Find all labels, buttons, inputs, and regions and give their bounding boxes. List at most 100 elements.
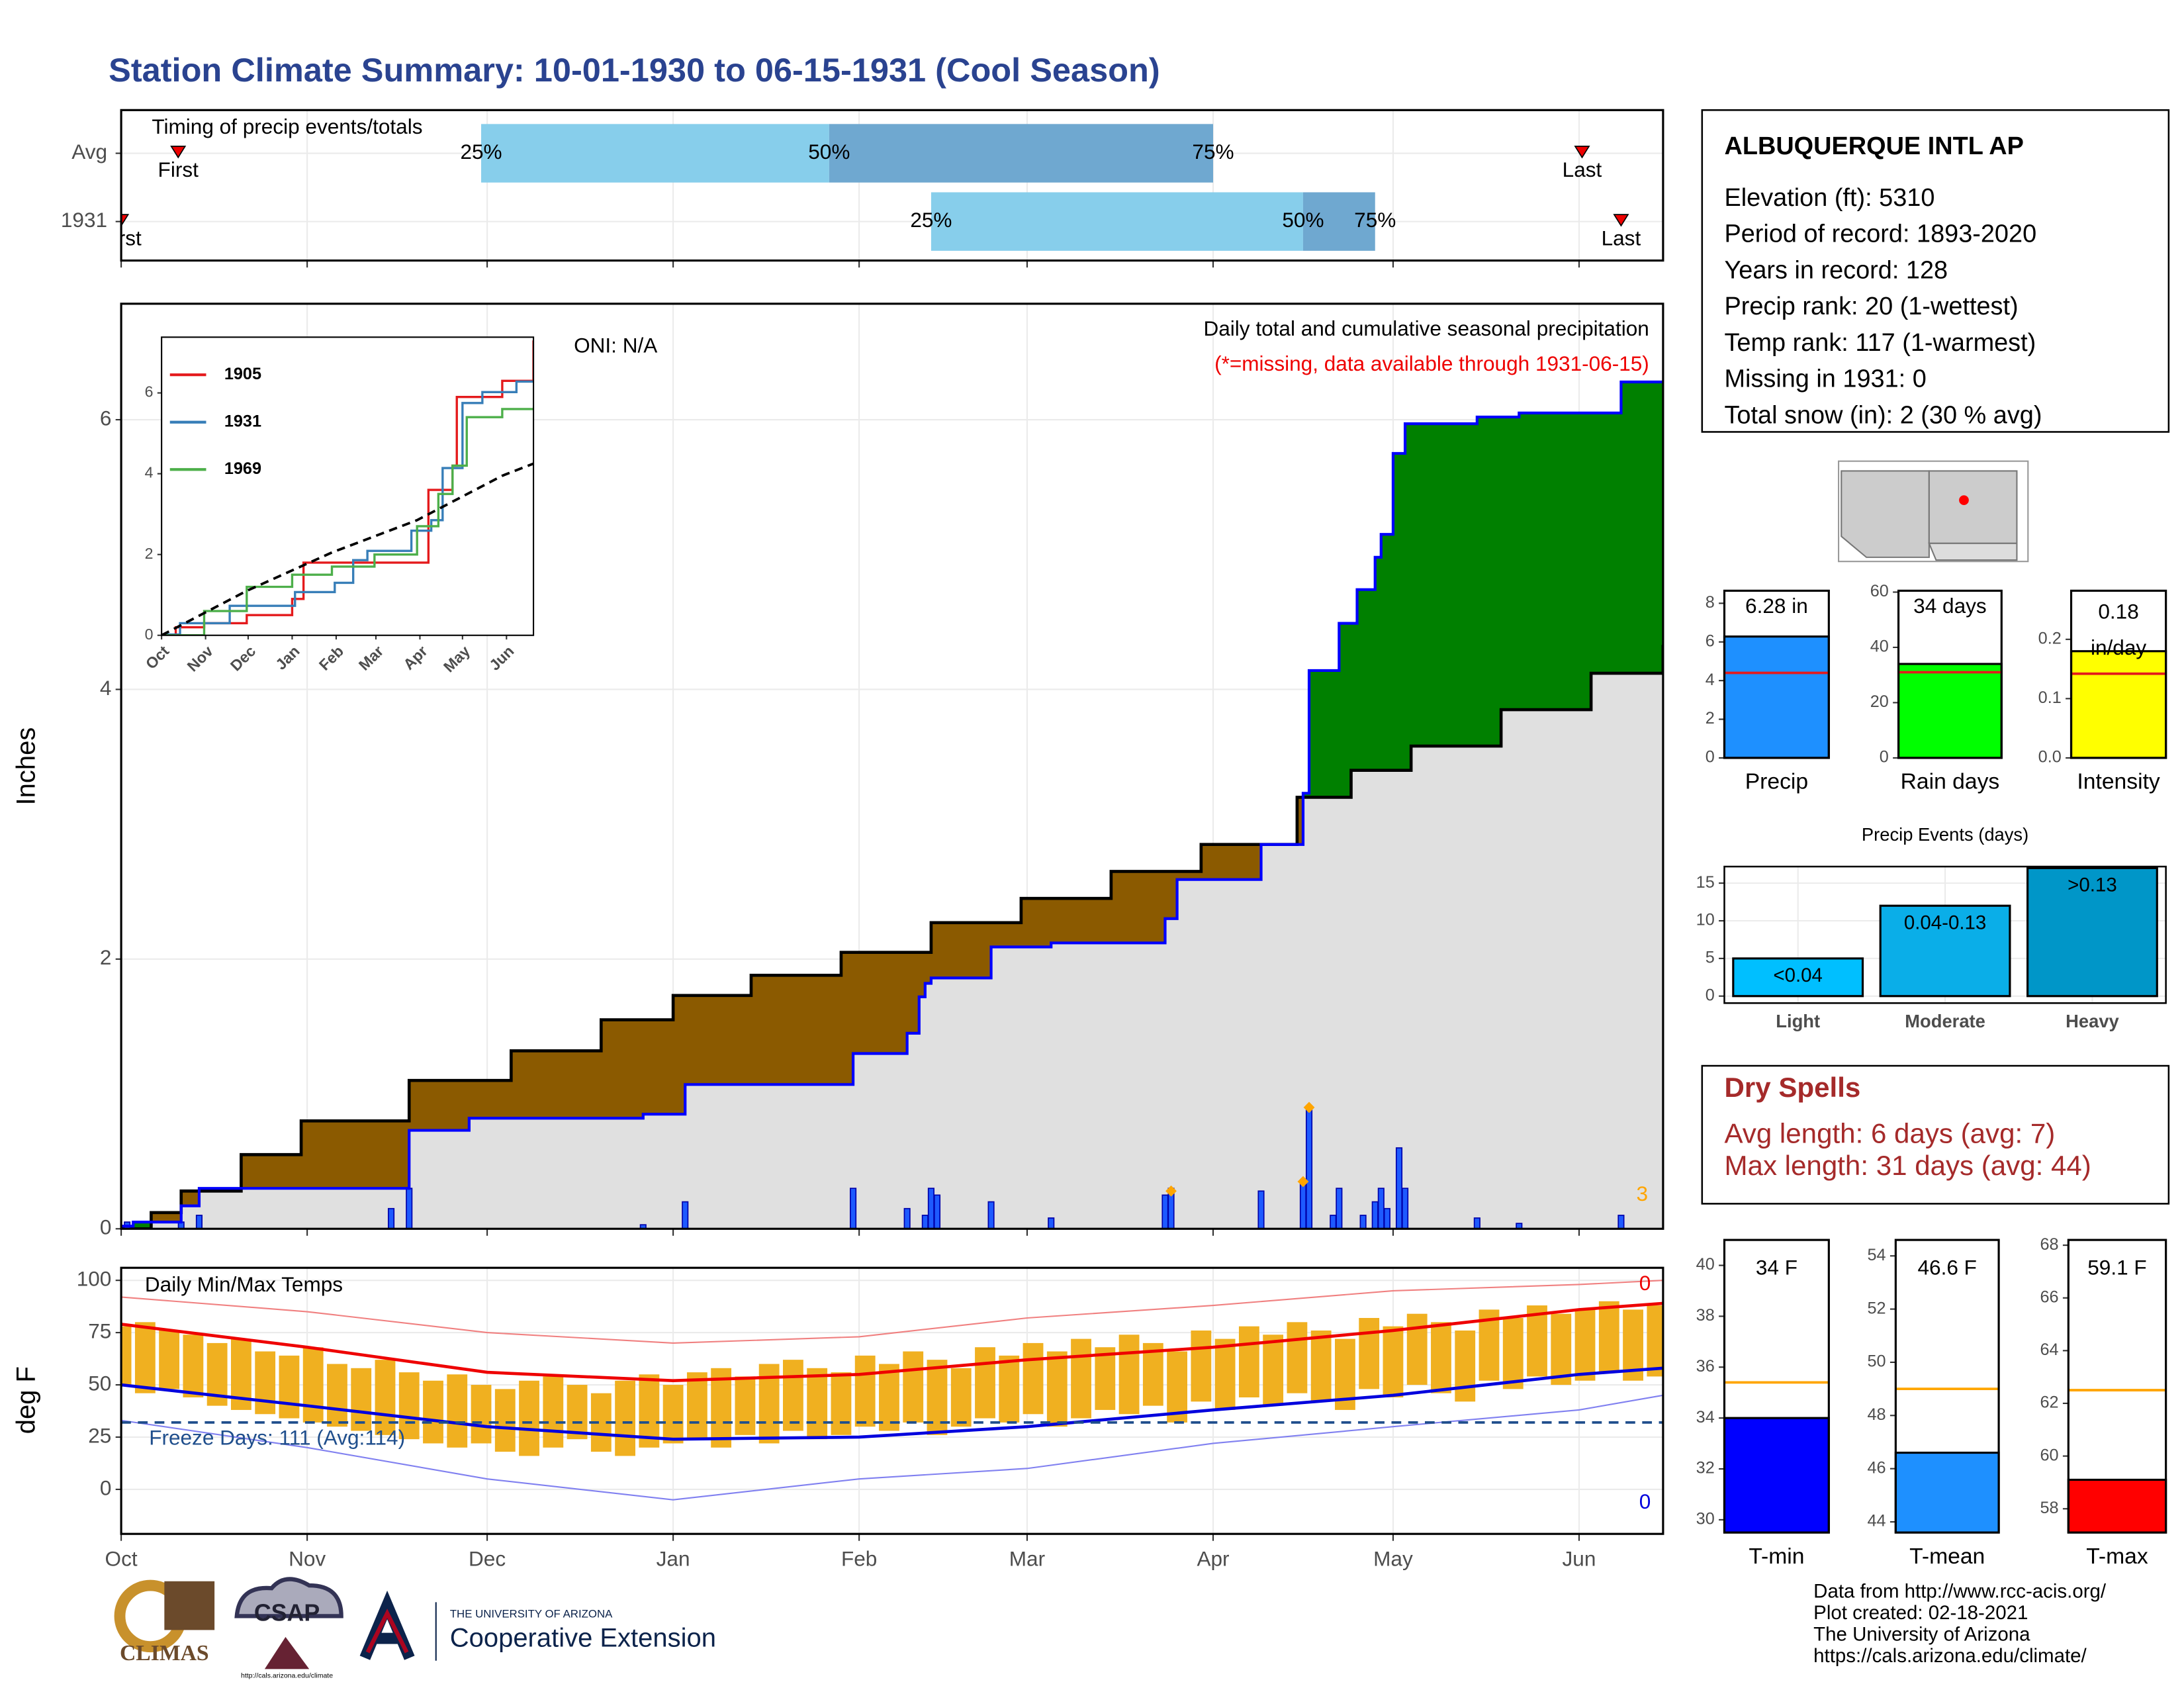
- value-label: in/day: [2091, 635, 2146, 659]
- annotation: (*=missing, data available through 1931-…: [1214, 352, 1649, 375]
- temp-range-bar: [1502, 1318, 1524, 1389]
- x-tick-label: Oct: [142, 642, 173, 673]
- temp-range-bar: [471, 1385, 492, 1444]
- temp-range-bar: [1647, 1305, 1663, 1377]
- y-tick-label: 15: [1696, 873, 1715, 892]
- daily-bar: [1371, 1201, 1379, 1229]
- temp-plot: [121, 1280, 1663, 1501]
- y-tick-label: 52: [1868, 1299, 1886, 1317]
- y-tick-label: 0.0: [2038, 748, 2062, 767]
- y-tick-label: 2: [100, 945, 112, 969]
- observed-line: [121, 380, 1663, 1228]
- temp-line: [121, 1280, 1663, 1344]
- temp-range-bar: [375, 1360, 396, 1435]
- plot-frame: [120, 109, 1664, 262]
- plot-frame: [2070, 589, 2167, 759]
- inset-line: [161, 408, 534, 635]
- value-label: 59.1 F: [2087, 1256, 2146, 1280]
- temp-range-bar: [854, 1355, 876, 1427]
- plot-frame: [161, 336, 535, 636]
- daily-bar: [406, 1188, 413, 1229]
- value-label: 0.04-0.13: [1904, 912, 1986, 933]
- y-tick-label: 10: [1696, 911, 1715, 929]
- x-axis-label: T-max: [2086, 1544, 2148, 1569]
- footer-line: Plot created: 02-18-2021: [1813, 1602, 2028, 1624]
- event-marker: [1613, 214, 1629, 227]
- daily-bar: [903, 1207, 911, 1229]
- temp-range-bar: [1383, 1326, 1404, 1397]
- y-tick-label: 6: [145, 383, 154, 400]
- y-tick-label: 6: [100, 406, 112, 430]
- x-tick-label: Oct: [105, 1547, 138, 1571]
- temp-range-bar: [567, 1385, 588, 1440]
- y-tick-label: 2: [145, 545, 154, 562]
- x-tick-label: Apr: [1197, 1547, 1229, 1571]
- daily-bar: [387, 1207, 395, 1229]
- temp-line: [121, 1301, 1663, 1383]
- temp-range-bar: [1238, 1326, 1259, 1397]
- y-tick-label: 38: [1696, 1306, 1715, 1325]
- plot-frame: [1897, 589, 2003, 759]
- temp-range-bar: [1455, 1330, 1476, 1402]
- y-tick-label: 6: [1706, 632, 1715, 650]
- daily-bar: [1359, 1215, 1367, 1229]
- bar: [1879, 904, 2011, 998]
- y-tick-label: 40: [1696, 1255, 1715, 1274]
- y-tick-label: 34: [1696, 1408, 1715, 1427]
- y-tick-label: 5: [1706, 949, 1715, 967]
- bar: [1897, 663, 2003, 759]
- daily-bar: [1395, 1147, 1403, 1229]
- temp-range-bar: [494, 1389, 516, 1452]
- x-tick-label: Heavy: [2066, 1011, 2119, 1031]
- row-label: 1931: [61, 208, 107, 232]
- quartile-bar: [1302, 192, 1375, 251]
- dry-spells-title: Dry Spells: [1724, 1072, 1860, 1103]
- temp-range-bar: [351, 1368, 372, 1431]
- temp-range-bar: [1095, 1347, 1116, 1410]
- y-tick-label: 4: [1706, 671, 1715, 689]
- temp-range-bar: [1191, 1330, 1212, 1402]
- temp-range-bar: [1287, 1322, 1308, 1393]
- inset-plot: [161, 340, 534, 635]
- bar: [1894, 1451, 2000, 1534]
- daily-bar: [1257, 1190, 1265, 1229]
- value-label: 34 F: [1756, 1256, 1797, 1280]
- info-line: Precip rank: 20 (1-wettest): [1724, 293, 2018, 320]
- x-tick-label: Feb: [316, 642, 347, 673]
- temp-range-bar: [1214, 1338, 1236, 1410]
- temp-range-bar: [807, 1368, 828, 1440]
- daily-bar: [1161, 1194, 1169, 1229]
- y-tick-label: 54: [1868, 1246, 1886, 1264]
- x-axis-label: Intensity: [2077, 770, 2160, 794]
- daily-bar: [1377, 1188, 1385, 1229]
- y-tick-label: 20: [1870, 692, 1889, 711]
- y-tick-label: 0: [100, 1476, 112, 1499]
- page-title: Station Climate Summary: 10-01-1930 to 0…: [109, 51, 1160, 89]
- temp-range-bar: [447, 1374, 468, 1448]
- logo-text: http://cals.arizona.edu/climate: [241, 1672, 333, 1680]
- temp-range-bar: [1023, 1342, 1044, 1415]
- y-tick-label: 0: [1706, 986, 1715, 1004]
- value-label: <0.04: [1773, 964, 1823, 986]
- temp-range-bar: [950, 1368, 972, 1427]
- plot-frame: [1723, 865, 2167, 1004]
- y-axis-label: Inches: [12, 727, 41, 806]
- x-tick-label: May: [1373, 1547, 1413, 1571]
- bar: [2026, 867, 2158, 998]
- temp-range-bar: [639, 1374, 660, 1448]
- x-tick-label: Feb: [841, 1547, 877, 1571]
- legend-label: 1969: [224, 459, 261, 478]
- daily-bar: [1617, 1215, 1625, 1229]
- temp-range-bar: [1167, 1351, 1188, 1423]
- value-label: 0.18: [2098, 599, 2138, 623]
- annotation: Daily total and cumulative seasonal prec…: [1203, 316, 1649, 340]
- temp-range-bar: [1406, 1313, 1428, 1385]
- info-line: Temp rank: 117 (1-warmest): [1724, 329, 2036, 357]
- y-tick-label: 25: [88, 1423, 111, 1447]
- logos: CLIMAS CSAP http://cals.arizona.edu/clim…: [114, 1577, 716, 1680]
- y-tick-label: 4: [145, 464, 154, 481]
- quartile-bar: [829, 124, 1213, 183]
- temp-range-bar: [519, 1380, 539, 1456]
- logo-text: Cooperative Extension: [450, 1624, 716, 1653]
- bar: [1723, 635, 1830, 759]
